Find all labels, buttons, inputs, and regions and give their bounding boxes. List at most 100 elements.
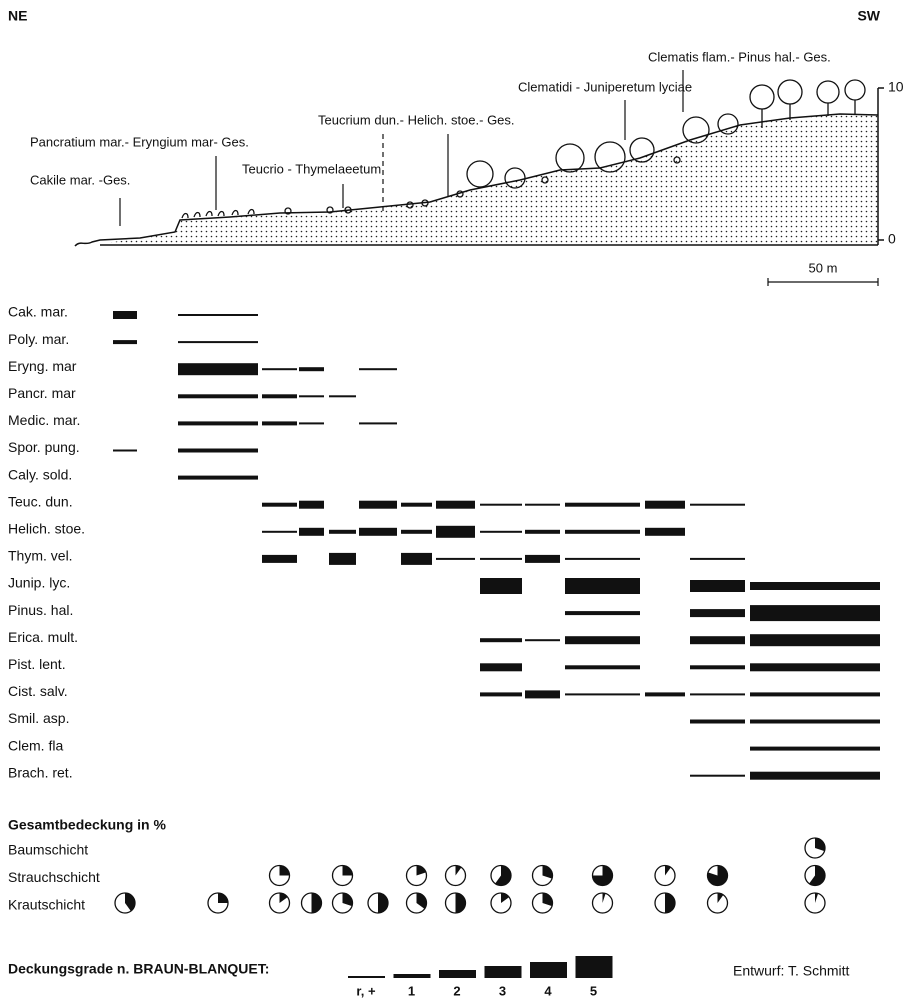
cover-bar [690,636,745,644]
cover-bar [480,663,522,671]
species-name: Medic. mar. [8,412,80,428]
cover-bar [750,582,880,590]
cover-bar [525,555,560,563]
species-name: Spor. pung. [8,439,80,455]
layer-name: Baumschicht [8,842,88,858]
legend-label: 2 [453,983,460,998]
cover-bar [113,311,137,319]
cover-bar [525,504,560,506]
cover-bar [565,558,640,560]
cover-bar [436,501,475,509]
cover-bar [262,531,297,533]
community-label: Pancratium mar.- Eryngium mar- Ges. [30,134,249,149]
cover-bar [690,609,745,617]
species-name: Caly. sold. [8,466,72,482]
species-name: Pist. lent. [8,656,66,672]
credit: Entwurf: T. Schmitt [733,963,850,979]
scale-label: 50 m [809,260,838,275]
cover-bar [690,504,745,506]
cover-bar [359,501,397,509]
cover-bar [401,553,432,565]
legend-bar [394,974,431,978]
cover-bar [299,528,324,536]
cover-bar [178,421,258,425]
cover-bar [480,692,522,696]
species-name: Erica. mult. [8,629,78,645]
cover-bar [525,530,560,534]
cover-bar [750,663,880,671]
cover-bar [178,476,258,480]
species-name: Teuc. dun. [8,493,73,509]
height-tick: 10 [888,79,904,95]
community-label: Teucrium dun.- Helich. stoe.- Ges. [318,112,515,127]
cover-bar [565,665,640,669]
species-name: Brach. ret. [8,764,73,780]
cover-bar [178,314,258,316]
species-name: Pinus. hal. [8,602,73,618]
cover-pie-wedge [665,893,675,913]
cover-pie-wedge [456,893,466,913]
cover-bar [401,503,432,507]
cover-bar [690,720,745,724]
cover-bar [436,526,475,538]
profile-drawing [75,70,884,286]
species-name: Clem. fla [8,737,63,753]
legend-label: 4 [544,983,552,998]
species-name: Junip. lyc. [8,575,70,591]
cover-bar [178,394,258,398]
species-name: Poly. mar. [8,331,69,347]
layer-name: Strauchschicht [8,869,100,885]
cover-bar [262,555,297,563]
species-name: Cak. mar. [8,304,68,320]
cover-bar [480,504,522,506]
cover-bar [262,503,297,507]
cover-bar [690,775,745,777]
species-name: Cist. salv. [8,683,68,699]
cover-bar [645,501,685,509]
cover-bar [690,580,745,592]
cover-bar [750,692,880,696]
species-name: Eryng. mar [8,358,77,374]
cover-bar [750,747,880,751]
cover-bar [690,693,745,695]
cover-bar [178,341,258,343]
legend-label: 3 [499,983,506,998]
species-name: Smil. asp. [8,710,69,726]
cover-bar [750,634,880,646]
cover-bar [480,558,522,560]
community-label: Clematidi - Juniperetum lyciae [518,79,692,94]
cover-bar [359,422,397,424]
cover-bar [299,367,324,371]
cover-pie-wedge [343,866,353,876]
legend-bar [576,956,613,978]
legend-label: 1 [408,983,415,998]
cover-bar [480,531,522,533]
legend-label: r, + [356,983,376,998]
cover-bar [480,578,522,594]
species-name: Pancr. mar [8,385,76,401]
species-name: Thym. vel. [8,548,73,564]
vegetation-profile: NE SW [0,0,911,1006]
layer-name: Krautschicht [8,897,85,913]
cover-bar [565,636,640,644]
cover-bar [645,692,685,696]
cover-bar [565,530,640,534]
cover-bar [262,394,297,398]
cover-bar [690,665,745,669]
cover-pie-wedge [378,893,388,913]
legend-bar [348,976,385,978]
cover-bar [299,422,324,424]
cover-bar [565,693,640,695]
total-cover-title: Gesamtbedeckung in % [8,817,166,833]
cover-bar [750,720,880,724]
cover-bar [178,363,258,375]
community-label: Teucrio - Thymelaeetum [242,161,381,176]
cover-bar [565,578,640,594]
cover-bar [480,638,522,642]
cover-bar [645,528,685,536]
community-label: Clematis flam.- Pinus hal.- Ges. [648,49,831,64]
community-label: Cakile mar. -Ges. [30,172,130,187]
cover-bar [565,611,640,615]
legend-bar [439,970,476,978]
cover-bar [113,340,137,344]
